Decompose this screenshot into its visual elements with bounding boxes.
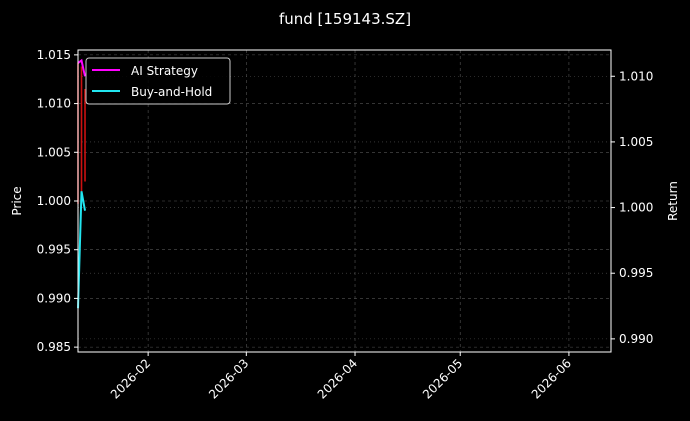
legend: AI Strategy Buy-and-Hold xyxy=(85,57,231,105)
legend-label-buy-and-hold: Buy-and-Hold xyxy=(131,85,212,99)
y-axis-right-label: Return xyxy=(666,181,680,221)
chart-title: fund [159143.SZ] xyxy=(279,10,411,28)
x-tick-label: 2026-03 xyxy=(206,356,251,401)
x-axis: 2026-02 2026-03 2026-04 2026-05 2026-06 xyxy=(108,352,574,402)
series-line-buy-and-hold xyxy=(77,191,86,309)
x-tick-label: 2026-06 xyxy=(529,356,574,401)
y-left-tick-label: 1.000 xyxy=(37,194,71,208)
y-right-tick-label: 1.005 xyxy=(619,135,653,149)
x-tick-label: 2026-05 xyxy=(420,356,465,401)
series-line-ai-strategy xyxy=(77,58,86,77)
y-axis-left-label: Price xyxy=(10,186,24,215)
legend-label-ai-strategy: AI Strategy xyxy=(131,64,198,78)
x-tick-label: 2026-04 xyxy=(315,356,360,401)
x-tick-label: 2026-02 xyxy=(108,356,153,401)
y-left-tick-label: 1.015 xyxy=(37,48,71,62)
y-left-tick-label: 1.010 xyxy=(37,97,71,111)
series-lines xyxy=(77,58,86,309)
y-left-tick-label: 0.995 xyxy=(37,243,71,257)
y-left-tick-label: 0.990 xyxy=(37,291,71,305)
y-left-tick-label: 0.985 xyxy=(37,340,71,354)
y-right-tick-label: 0.990 xyxy=(619,332,653,346)
y-right-tick-label: 1.000 xyxy=(619,201,653,215)
y-left-tick-label: 1.005 xyxy=(37,145,71,159)
y-axis-right: 0.990 0.995 1.000 1.005 1.010 xyxy=(611,69,653,346)
y-right-tick-label: 1.010 xyxy=(619,69,653,83)
y-axis-left: 0.985 0.990 0.995 1.000 1.005 1.010 1.015 xyxy=(37,48,78,354)
legend-box xyxy=(85,57,231,105)
y-right-tick-label: 0.995 xyxy=(619,266,653,280)
